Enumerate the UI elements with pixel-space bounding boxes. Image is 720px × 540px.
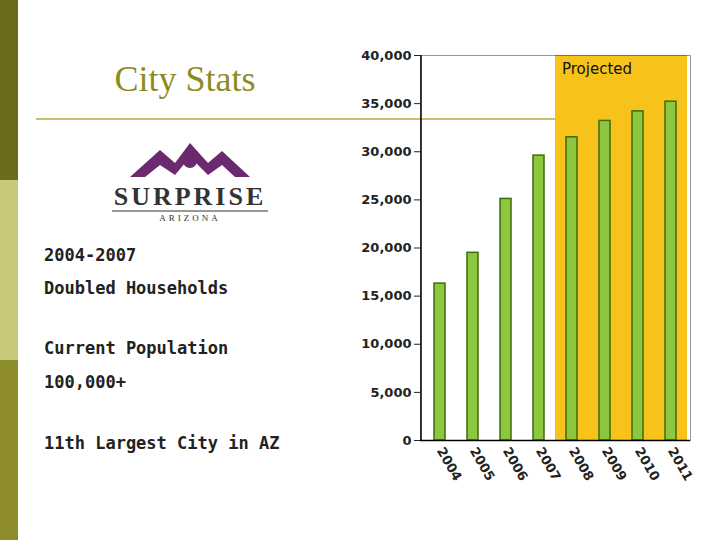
html-text:Current Population: Current Population [44, 338, 229, 358]
svg-text:2009: 2009 [599, 445, 630, 484]
svg-text:2004: 2004 [434, 445, 465, 484]
svg-text:35,000: 35,000 [361, 96, 411, 111]
svg-text:ARIZONA: ARIZONA [159, 213, 221, 223]
svg-text:2008: 2008 [566, 445, 597, 484]
html-text:2004-2007: 2004-2007 [44, 245, 137, 265]
html-text:11th Largest City in AZ: 11th Largest City in AZ [44, 433, 280, 453]
svg-text:2005: 2005 [467, 445, 498, 484]
svg-text:Projected: Projected [562, 60, 632, 78]
html-text:City Stats: City Stats [114, 59, 256, 99]
html-text:100,000+: 100,000+ [44, 372, 126, 392]
svg-text:10,000: 10,000 [361, 336, 411, 351]
svg-text:2010: 2010 [632, 445, 663, 484]
svg-text:25,000: 25,000 [361, 192, 411, 207]
svg-text:40,000: 40,000 [361, 48, 411, 63]
svg-text:30,000: 30,000 [361, 144, 411, 159]
svg-text:15,000: 15,000 [361, 288, 411, 303]
svg-text:20,000: 20,000 [361, 240, 411, 255]
svg-text:2011: 2011 [665, 445, 696, 484]
svg-text:2007: 2007 [533, 445, 564, 484]
svg-text:0: 0 [402, 433, 411, 448]
svg-text:SURPRISE: SURPRISE [114, 182, 267, 211]
svg-text:2006: 2006 [500, 445, 531, 484]
html-text:Doubled Households: Doubled Households [44, 278, 229, 298]
svg-text:5,000: 5,000 [370, 385, 411, 400]
